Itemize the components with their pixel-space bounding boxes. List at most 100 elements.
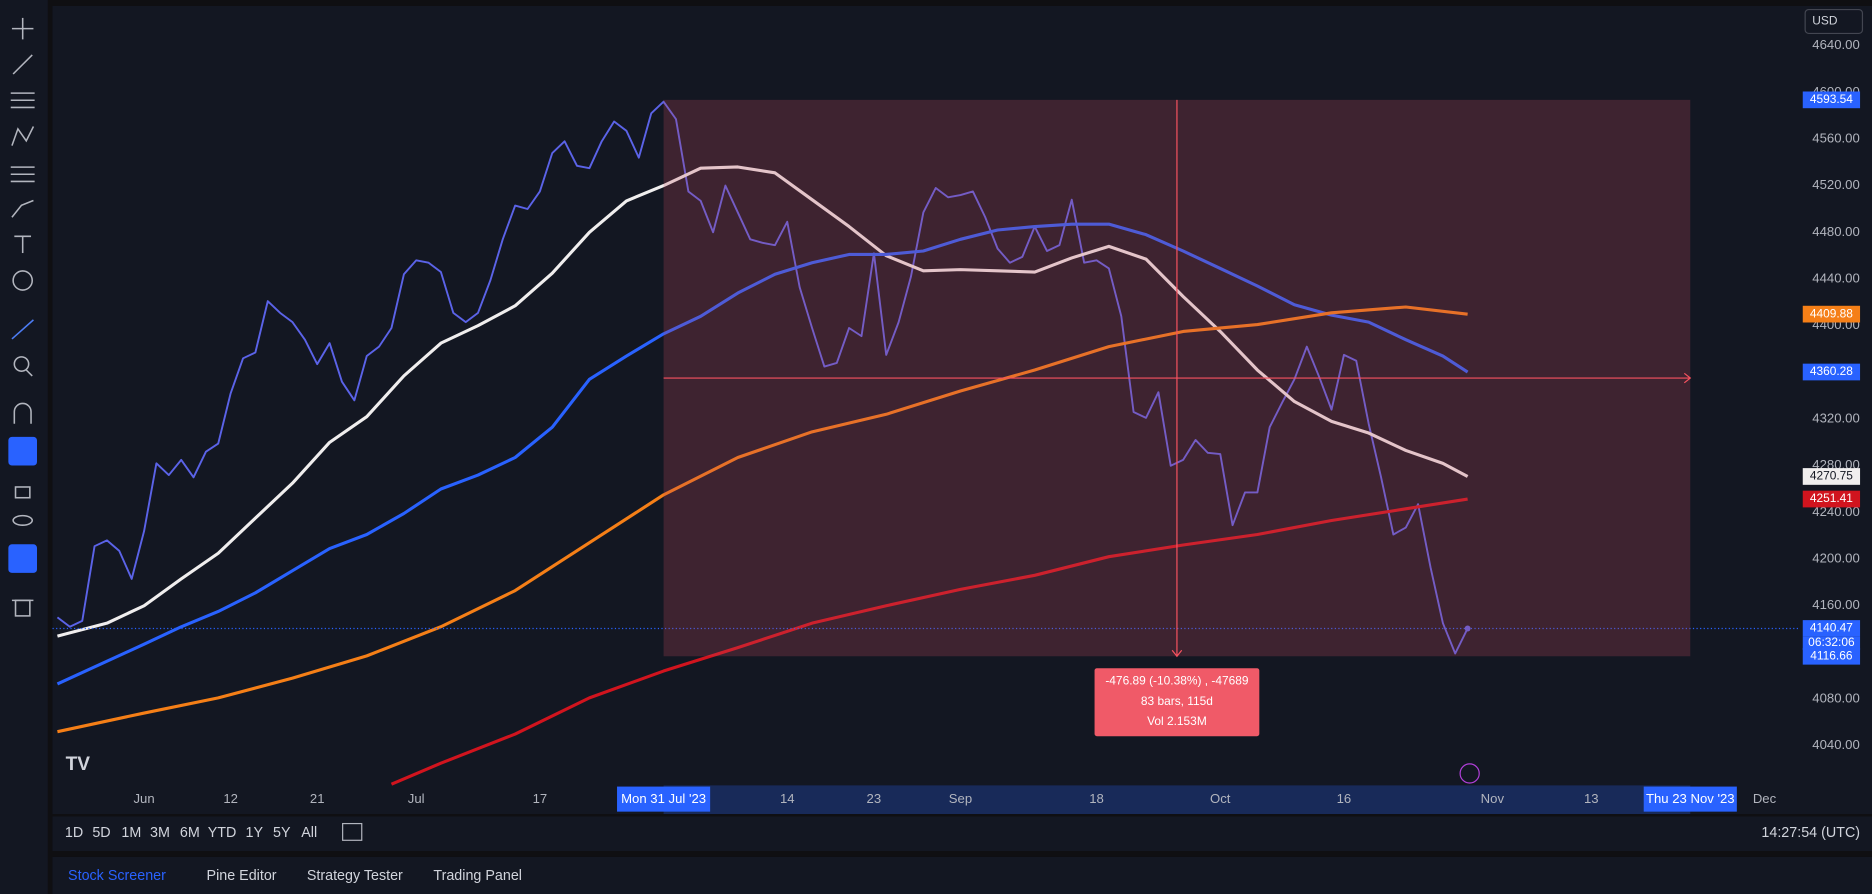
left-toolbar [0,0,48,894]
tool-pattern[interactable] [11,126,35,146]
range-toolbar [52,816,1872,852]
x-tick-label: 17 [533,791,548,806]
tool-emoji[interactable] [12,270,34,291]
bottom-tab[interactable]: Pine Editor [207,868,277,884]
y-tick-label: 4080.00 [1812,691,1859,706]
series-last-label-bg [1802,490,1861,508]
bottom-panel [52,856,1872,894]
series-last-label-bg [1802,305,1861,323]
series-last-label-bg [1802,363,1861,381]
bottom-tab[interactable]: Trading Panel [433,868,522,884]
x-tick-label: Oct [1210,791,1231,806]
alert-icon[interactable] [1459,763,1480,784]
tool-fib[interactable] [10,92,35,109]
logo: TV [66,754,91,775]
tool-trendline[interactable] [12,54,33,75]
range-date-bg [1643,786,1737,812]
series-line [56,100,1469,655]
date-range-icon[interactable] [342,822,363,841]
range-info: Vol 2.153M [1147,714,1207,728]
range-top-label-bg [1802,91,1861,109]
tool-magnet[interactable] [13,402,32,424]
x-tick-label: Jun [133,791,154,806]
range-arrow-right [1683,372,1692,384]
series-last-label: 4251.41 [1810,491,1853,505]
currency[interactable]: USD [1812,14,1838,28]
timeframe-button[interactable]: 1D [65,825,83,841]
chart-bg [52,5,1872,815]
tool-lock-drawing[interactable] [8,436,38,466]
timeframe-button[interactable]: 1Y [246,825,264,841]
y-tick-label: 4520.00 [1812,177,1859,192]
x-tick-label: Jul [408,791,425,806]
x-tick-label: 23 [867,791,882,806]
y-tick-label: 4560.00 [1812,130,1859,145]
timeframe-button[interactable]: 6M [180,825,200,841]
tool-hide[interactable] [12,514,34,526]
last-price-label-bg [1802,620,1861,637]
range-info: -476.89 (-10.38%) , -47689 [1105,673,1249,687]
x-tick-label: 21 [310,791,325,806]
tool-brush[interactable] [11,199,34,218]
range-arrow-down [1171,649,1183,658]
y-tick-label: 4640.00 [1812,37,1859,52]
plot [52,99,1801,786]
x-tick-label: Nov [1481,791,1505,806]
range-bottom-label-bg [1802,647,1861,665]
bottom-tab[interactable]: Stock Screener [68,868,166,884]
tool-text[interactable] [14,235,32,254]
timeframe-button[interactable]: All [301,825,317,841]
tool-delete[interactable] [11,599,34,617]
series-line [390,497,1468,786]
timeframe-button[interactable]: 3M [150,825,170,841]
series-last-label-bg [1802,468,1861,485]
y-tick-label: 4440.00 [1812,270,1859,285]
last-price-label: 4140.47 [1810,621,1853,635]
tool-forecast[interactable] [10,166,35,183]
range-info-box [1094,668,1260,737]
timeframe-button[interactable]: 5D [92,825,110,841]
series-line [57,305,1468,734]
range-bottom-label: 4116.66 [1810,648,1853,662]
x-tick-label: Dec [1753,791,1777,806]
x-tick-label: 14 [780,791,795,806]
x-tick-label: Sep [949,791,972,806]
series-last-label: 4409.88 [1810,306,1853,320]
last-price-dot [1464,625,1471,632]
y-tick-label: 4240.00 [1812,504,1859,519]
series-last-label: 4360.28 [1810,364,1853,378]
countdown-bg [1802,636,1861,650]
y-tick-label: 4160.00 [1812,597,1859,612]
range-info: 83 bars, 115d [1141,694,1213,708]
series-last-label: 4270.75 [1810,469,1853,483]
countdown: 06:32:06 [1808,635,1855,649]
tool-zoom[interactable] [13,356,33,377]
y-tick-label: 4320.00 [1812,410,1859,425]
x-tick-label: 12 [223,791,238,806]
clock: 14:27:54 (UTC) [1761,825,1860,841]
tool-sync[interactable] [8,544,38,573]
y-tick-label: 4040.00 [1812,737,1859,752]
range-date-label: Mon 31 Jul '23 [621,791,706,806]
timeframe-button[interactable]: YTD [208,825,237,841]
tool-crosshair[interactable] [11,17,34,40]
x-tick-label: 13 [1584,791,1599,806]
y-tick-label: 4200.00 [1812,550,1859,565]
time-axis-highlight [663,785,1691,815]
series-line [57,165,1469,638]
range-date-label: Thu 23 Nov '23 [1646,791,1735,806]
range-date-bg [617,786,711,812]
range-top-label: 4593.54 [1810,92,1853,106]
timeframe-button[interactable]: 5Y [273,825,291,841]
tool-ruler[interactable] [11,319,34,340]
currency-box[interactable] [1804,8,1864,35]
tool-lock[interactable] [14,486,31,499]
timeframe-button[interactable]: 1M [121,825,141,841]
y-tick-label: 4480.00 [1812,224,1859,239]
x-tick-label: 16 [1337,791,1352,806]
x-tick-label: 18 [1089,791,1104,806]
series-line [56,222,1469,686]
bottom-tab[interactable]: Strategy Tester [307,868,403,884]
